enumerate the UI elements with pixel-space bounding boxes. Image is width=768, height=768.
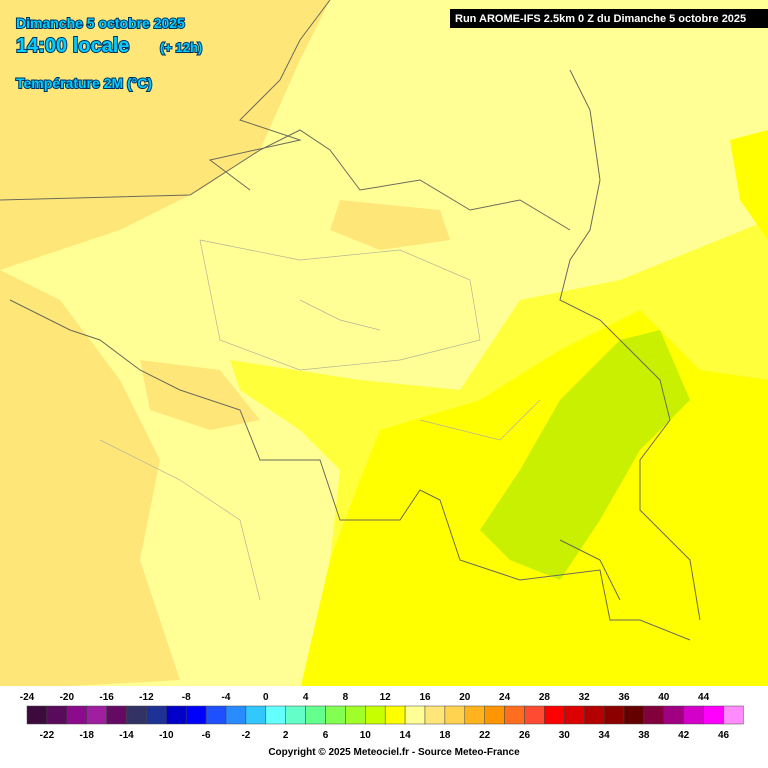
legend-swatch [524,705,545,725]
coastline [208,0,331,191]
legend-swatch [703,705,724,725]
time: 14:00 locale [16,35,129,57]
border [559,539,621,601]
legend-label: 22 [479,730,491,741]
legend-swatch [166,705,187,725]
legend-label: 18 [439,730,451,741]
legend-swatch [185,705,207,725]
legend-label: -14 [119,730,134,741]
legend-label: -22 [40,730,55,741]
legend-swatch [404,705,426,725]
legend-label: 38 [638,730,650,741]
legend-swatch [464,705,485,725]
legend-label: 32 [579,692,591,703]
copyright: Copyright © 2025 Meteociel.fr - Source M… [268,747,520,758]
legend-label: -8 [182,692,191,703]
legend-label: 44 [698,692,710,703]
legend-swatch [245,705,267,725]
legend-label: 34 [599,730,611,741]
coastline [0,129,571,231]
legend-swatch [205,705,227,725]
legend-label: -24 [20,692,35,703]
warm-area [140,360,260,430]
green-area [480,330,690,580]
legend-label: -6 [202,730,211,741]
legend-label: 4 [303,692,309,703]
legend-label: 12 [380,692,392,703]
legend-swatch [603,705,625,725]
legend-swatch [444,705,466,725]
legend-swatch [146,705,167,725]
legend-swatch [345,705,366,725]
legend-swatch [325,705,346,725]
parameter: Température 2M (°C) [16,75,152,91]
legend-swatch [46,705,68,725]
legend-swatch [305,705,326,725]
legend-swatch [544,705,565,725]
run-label: Run AROME-IFS 2.5km 0 Z du Dimanche 5 oc… [455,13,746,25]
run-box [450,9,768,28]
warm-area [330,200,450,250]
legend-label: 16 [419,692,431,703]
legend-label: -10 [159,730,174,741]
legend-background [0,686,768,768]
legend-label: -16 [99,692,114,703]
legend-label: 8 [343,692,349,703]
legend-swatch [424,705,446,725]
legend-label: 2 [283,730,289,741]
legend-swatch [683,705,704,725]
legend-swatch [106,705,127,725]
region-boundary [99,239,541,601]
legend-label: -18 [79,730,94,741]
legend-label: 14 [400,730,412,741]
legend-swatch [225,705,247,725]
legend-label: 26 [519,730,531,741]
legend-swatch [285,705,306,725]
legend-swatch [484,705,505,725]
legend-swatch [504,705,525,725]
legend-label: 20 [459,692,471,703]
legend-label: -20 [60,692,75,703]
border [559,69,701,621]
date: Dimanche 5 octobre 2025 [16,15,185,31]
legend-label: 42 [678,730,690,741]
legend-label: 40 [658,692,670,703]
legend-swatch [365,705,386,725]
legend-swatch [564,705,585,725]
legend-label: 10 [360,730,372,741]
legend-swatch [663,705,684,725]
border [9,299,691,641]
legend-swatch [623,705,645,725]
legend-swatch [384,705,406,725]
legend-label: -2 [241,730,250,741]
legend-label: 24 [499,692,511,703]
legend-swatch [126,705,147,725]
legend-swatch [643,705,665,725]
legend-swatch [583,705,605,725]
legend-label: 6 [323,730,329,741]
legend-label: 0 [263,692,269,703]
legend-label: -4 [222,692,231,703]
offset: (+ 12h) [160,40,202,55]
warm-area [0,270,180,690]
legend-label: 28 [539,692,551,703]
yellow-area [730,130,768,240]
legend-swatch [265,705,286,725]
legend-label: -12 [139,692,154,703]
legend-label: 36 [618,692,630,703]
legend-label: 30 [559,730,571,741]
legend-swatch [723,705,744,725]
legend-swatch [26,705,48,725]
legend-swatch [86,705,107,725]
sea-area [0,0,330,270]
legend-swatch [66,705,87,725]
legend-label: 46 [718,730,730,741]
